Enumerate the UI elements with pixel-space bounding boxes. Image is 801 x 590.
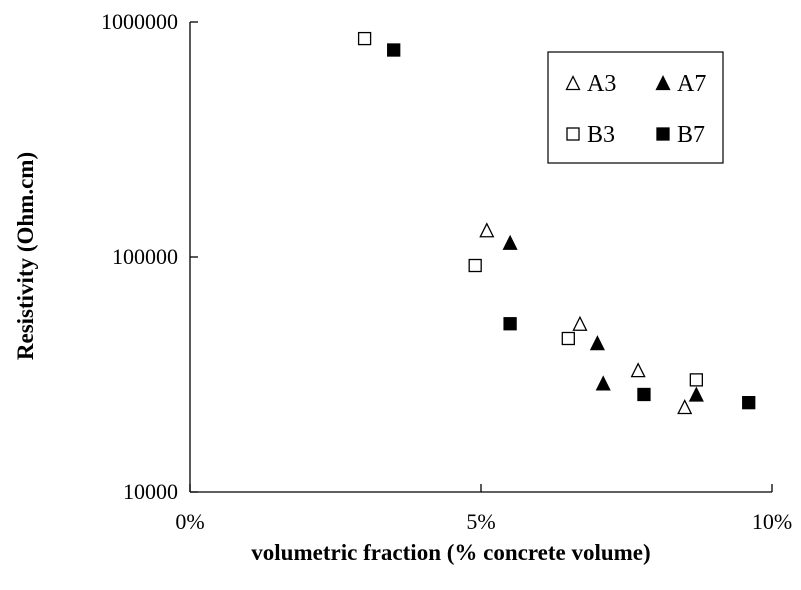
- data-point-b3: [689, 373, 703, 387]
- data-point-b3: [468, 258, 482, 273]
- data-point-b3: [561, 331, 575, 346]
- legend-label-b3: B3: [587, 122, 615, 148]
- data-point-a3: [479, 222, 495, 238]
- legend-box: [547, 51, 724, 164]
- y-tick-label: 100000: [112, 244, 178, 269]
- legend-label-b7: B7: [677, 122, 705, 148]
- legend-label-a3: A3: [587, 71, 616, 97]
- legend-marker-b3: [566, 127, 580, 141]
- legend-label-a7: A7: [677, 71, 706, 97]
- data-point-b7: [637, 387, 651, 402]
- data-point-a7: [502, 234, 518, 250]
- data-point-a7: [688, 386, 704, 402]
- data-point-a7: [595, 375, 611, 391]
- data-point-b7: [503, 317, 517, 331]
- legend-marker-a7: [655, 75, 671, 91]
- y-axis-title: Resistivity (Ohm.cm): [13, 152, 38, 360]
- legend-marker-a3: [565, 75, 581, 91]
- data-point-a3: [630, 362, 646, 378]
- y-tick-label: 1000000: [101, 9, 178, 34]
- x-tick-label: 0%: [175, 509, 204, 534]
- data-point-b7: [742, 396, 756, 410]
- y-tick-label: 10000: [123, 479, 178, 504]
- data-point-a7: [589, 335, 605, 351]
- legend-marker-b7: [656, 127, 670, 141]
- data-points: [357, 31, 756, 415]
- x-axis-title: volumetric fraction (% concrete volume): [251, 540, 650, 565]
- legend: A3 A7 B3 B7: [547, 51, 724, 164]
- data-point-a3: [572, 315, 588, 331]
- axes: 10000 100000 1000000 0% 5% 10%: [101, 9, 792, 534]
- data-point-a3: [677, 399, 693, 415]
- data-point-b3: [357, 31, 372, 46]
- data-point-b7: [387, 43, 401, 57]
- x-tick-label: 10%: [752, 509, 792, 534]
- x-tick-label: 5%: [466, 509, 495, 534]
